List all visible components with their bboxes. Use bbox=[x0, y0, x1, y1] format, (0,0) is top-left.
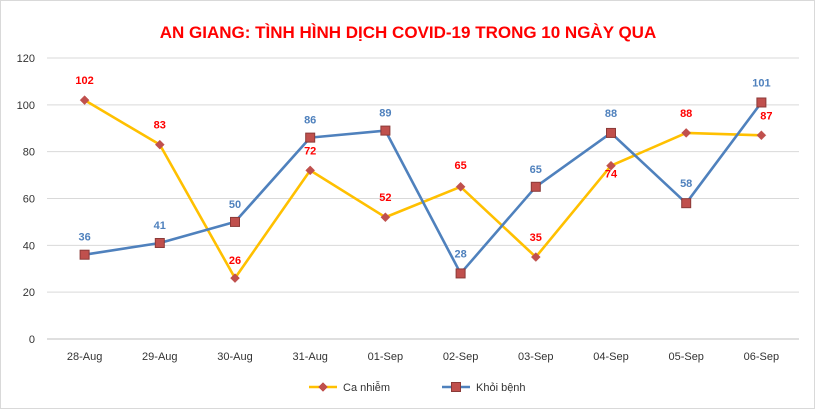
x-tick-label: 05-Sep bbox=[668, 351, 703, 363]
data-point-diamond bbox=[681, 128, 692, 138]
data-label: 86 bbox=[304, 115, 316, 127]
y-axis: 0 20 40 60 80 100 120 bbox=[17, 53, 35, 346]
series-2 bbox=[79, 97, 767, 279]
data-point-square bbox=[305, 132, 316, 143]
data-point-diamond bbox=[380, 212, 391, 223]
x-tick-label: 28-Aug bbox=[67, 351, 102, 363]
y-tick-label: 120 bbox=[17, 53, 35, 65]
data-label: 58 bbox=[680, 178, 692, 190]
data-point-square bbox=[530, 181, 541, 192]
series-line bbox=[83, 99, 762, 280]
data-label: 41 bbox=[154, 220, 166, 232]
data-label: 88 bbox=[680, 108, 692, 120]
data-label: 65 bbox=[530, 164, 542, 176]
data-point-square bbox=[606, 127, 616, 138]
legend: Ca nhiễm Khỏi bệnh bbox=[309, 381, 526, 394]
data-point-diamond bbox=[756, 130, 767, 141]
data-label: 52 bbox=[379, 192, 391, 204]
legend-label: Khỏi bệnh bbox=[476, 382, 526, 394]
data-label: 89 bbox=[379, 108, 391, 120]
x-tick-label: 01-Sep bbox=[368, 351, 403, 363]
legend-item-1: Ca nhiễm bbox=[309, 381, 390, 394]
data-point-square bbox=[681, 198, 692, 209]
x-tick-label: 06-Sep bbox=[744, 351, 779, 363]
data-label: 87 bbox=[760, 110, 772, 122]
y-tick-label: 80 bbox=[23, 147, 35, 159]
y-tick-label: 100 bbox=[17, 100, 35, 112]
data-point-square bbox=[380, 125, 391, 136]
data-point-diamond bbox=[305, 165, 316, 176]
legend-label: Ca nhiễm bbox=[343, 381, 390, 394]
data-label: 65 bbox=[454, 160, 466, 172]
x-tick-label: 04-Sep bbox=[593, 351, 628, 363]
grid-layer bbox=[47, 57, 799, 340]
data-point-square bbox=[79, 249, 90, 260]
data-label: 50 bbox=[229, 199, 241, 211]
data-point-square bbox=[455, 268, 466, 279]
data-point-diamond bbox=[79, 95, 90, 106]
data-point-square bbox=[154, 237, 165, 248]
series-1 bbox=[79, 95, 767, 283]
x-tick-label: 03-Sep bbox=[518, 351, 553, 363]
data-point-diamond bbox=[230, 273, 240, 283]
data-label: 102 bbox=[75, 75, 93, 87]
data-label: 101 bbox=[752, 77, 770, 89]
y-tick-label: 40 bbox=[23, 240, 35, 252]
x-tick-label: 31-Aug bbox=[292, 351, 327, 363]
data-label: 28 bbox=[454, 248, 466, 260]
x-tick-label: 02-Sep bbox=[443, 351, 478, 363]
data-point-diamond bbox=[455, 181, 466, 192]
series-layer bbox=[79, 95, 767, 283]
legend-item-2: Khỏi bệnh bbox=[442, 382, 526, 394]
data-point-diamond bbox=[606, 160, 616, 171]
data-label: 35 bbox=[530, 232, 542, 244]
data-point-square bbox=[230, 216, 240, 227]
data-point-square bbox=[756, 97, 767, 108]
x-axis: 28-Aug 29-Aug 30-Aug 31-Aug 01-Sep 02-Sep 03-S… bbox=[67, 351, 779, 363]
data-point-square bbox=[451, 382, 461, 392]
data-label: 83 bbox=[154, 120, 166, 132]
data-label: 26 bbox=[229, 255, 241, 267]
y-tick-label: 60 bbox=[23, 194, 35, 206]
data-point-diamond bbox=[154, 139, 165, 150]
x-tick-label: 29-Aug bbox=[142, 351, 177, 363]
y-tick-label: 20 bbox=[23, 287, 35, 299]
data-point-diamond bbox=[530, 252, 541, 262]
series-line bbox=[84, 101, 763, 275]
x-tick-label: 30-Aug bbox=[217, 351, 252, 363]
chart-title: AN GIANG: TÌNH HÌNH DỊCH COVID-19 TRONG … bbox=[160, 23, 657, 42]
data-label: 74 bbox=[605, 169, 618, 181]
data-label: 72 bbox=[304, 145, 316, 157]
data-label-layer: 102 83 26 72 52 65 35 74 88 87 36 41 50 86 89 28 65 88 58 1… bbox=[75, 75, 772, 267]
y-tick-label: 0 bbox=[29, 334, 35, 346]
data-label: 88 bbox=[605, 108, 617, 120]
data-point-diamond bbox=[318, 382, 328, 392]
data-label: 36 bbox=[78, 232, 90, 244]
